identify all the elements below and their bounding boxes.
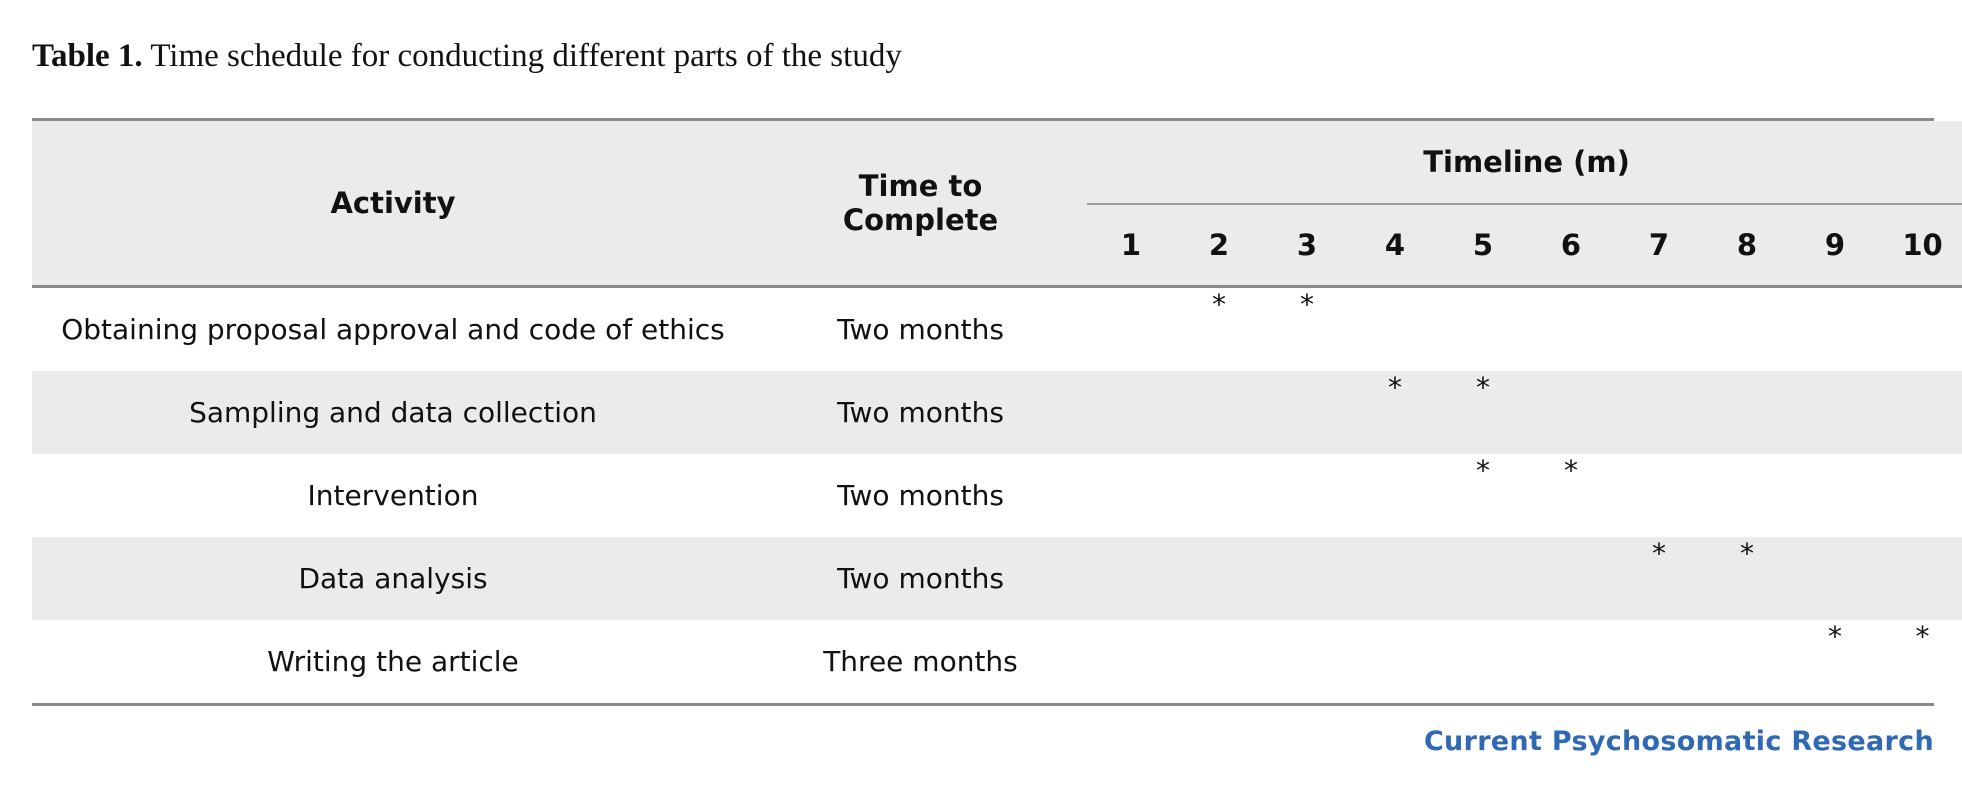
month-cell-2	[1175, 537, 1263, 620]
table-row: Writing the article Three months * *	[32, 620, 1962, 703]
month-cell-6	[1527, 620, 1615, 703]
month-cell-7	[1615, 371, 1703, 454]
month-cell-4	[1351, 454, 1439, 537]
month-cell-7: *	[1652, 537, 1666, 570]
month-cell-5	[1439, 620, 1527, 703]
month-cell-10	[1879, 454, 1962, 537]
table-row: Obtaining proposal approval and code of …	[32, 287, 1962, 372]
header-month-7: 7	[1648, 228, 1670, 262]
month-cell-7	[1615, 620, 1703, 703]
time-cell: Two months	[837, 313, 1004, 346]
schedule-table-wrapper: Activity Time to Complete Timeline (m) 1…	[32, 118, 1962, 706]
month-cell-2	[1175, 454, 1263, 537]
header-month-5: 5	[1472, 228, 1494, 262]
header-month-9: 9	[1824, 228, 1846, 262]
month-cell-3	[1263, 371, 1351, 454]
month-cell-6: *	[1564, 454, 1578, 487]
month-cell-1	[1087, 620, 1175, 703]
month-cell-8: *	[1740, 537, 1754, 570]
month-cell-8	[1703, 287, 1791, 372]
month-cell-4	[1351, 287, 1439, 372]
activity-cell: Writing the article	[267, 645, 519, 678]
month-cell-7	[1615, 287, 1703, 372]
time-cell: Two months	[837, 479, 1004, 512]
header-month-6: 6	[1560, 228, 1582, 262]
month-cell-5: *	[1476, 454, 1490, 487]
table-row: Data analysis Two months * *	[32, 537, 1962, 620]
month-cell-9	[1791, 287, 1879, 372]
time-cell: Two months	[837, 396, 1004, 429]
month-cell-10	[1879, 287, 1962, 372]
month-cell-3: *	[1300, 288, 1314, 321]
month-cell-1	[1087, 287, 1175, 372]
activity-cell: Obtaining proposal approval and code of …	[61, 313, 725, 346]
time-cell: Two months	[837, 562, 1004, 595]
schedule-table: Activity Time to Complete Timeline (m) 1…	[32, 121, 1962, 703]
month-cell-4	[1351, 620, 1439, 703]
activity-cell: Data analysis	[298, 562, 488, 595]
month-cell-3	[1263, 620, 1351, 703]
month-cell-7	[1615, 454, 1703, 537]
month-cell-8	[1703, 620, 1791, 703]
activity-cell: Sampling and data collection	[189, 396, 597, 429]
month-cell-6	[1527, 287, 1615, 372]
month-cell-4: *	[1388, 371, 1402, 404]
header-activity: Activity	[330, 186, 456, 220]
header-time-to-complete: Time to Complete	[754, 121, 1087, 287]
month-cell-1	[1087, 454, 1175, 537]
month-cell-10	[1879, 371, 1962, 454]
month-cell-8	[1703, 454, 1791, 537]
month-cell-9	[1791, 454, 1879, 537]
month-cell-5	[1439, 537, 1527, 620]
table-header: Activity Time to Complete Timeline (m) 1…	[32, 121, 1962, 287]
table-caption: Table 1. Time schedule for conducting di…	[32, 38, 902, 75]
month-cell-9	[1791, 537, 1879, 620]
header-time-line1: Time to	[858, 169, 983, 203]
header-month-3: 3	[1296, 228, 1318, 262]
table-row: Intervention Two months * *	[32, 454, 1962, 537]
month-cell-6	[1527, 537, 1615, 620]
month-cell-2	[1175, 620, 1263, 703]
month-cell-6	[1527, 371, 1615, 454]
table-body: Obtaining proposal approval and code of …	[32, 287, 1962, 704]
month-cell-1	[1087, 537, 1175, 620]
month-cell-5	[1439, 287, 1527, 372]
header-month-2: 2	[1208, 228, 1230, 262]
month-cell-9	[1791, 371, 1879, 454]
month-cell-4	[1351, 537, 1439, 620]
header-month-8: 8	[1736, 228, 1758, 262]
month-cell-10	[1879, 537, 1962, 620]
month-cell-2	[1175, 371, 1263, 454]
month-cell-3	[1263, 537, 1351, 620]
table-row: Sampling and data collection Two months * *	[32, 371, 1962, 454]
journal-brand-logo: Current Psychosomatic Research	[1423, 726, 1934, 757]
month-cell-10: *	[1915, 620, 1930, 653]
month-cell-9: *	[1828, 620, 1842, 653]
caption-label: Table 1.	[32, 38, 143, 74]
time-cell: Three months	[823, 645, 1018, 678]
header-time-line2: Complete	[842, 203, 999, 237]
activity-cell: Intervention	[307, 479, 479, 512]
header-month-10: 10	[1902, 228, 1943, 262]
caption-text: Time schedule for conducting different p…	[150, 38, 902, 74]
month-cell-2: *	[1212, 288, 1226, 321]
header-month-4: 4	[1384, 228, 1406, 262]
month-cell-5: *	[1476, 371, 1490, 404]
month-cell-8	[1703, 371, 1791, 454]
header-month-1: 1	[1120, 228, 1142, 262]
header-timeline: Timeline (m)	[1087, 121, 1962, 205]
month-cell-1	[1087, 371, 1175, 454]
month-cell-3	[1263, 454, 1351, 537]
